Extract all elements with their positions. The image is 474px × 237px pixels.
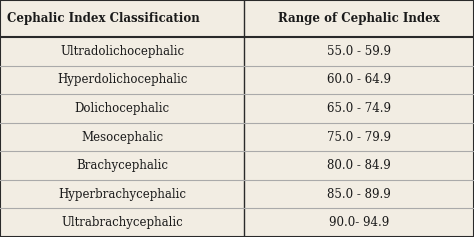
Text: Ultradolichocephalic: Ultradolichocephalic (60, 45, 184, 58)
Text: 80.0 - 84.9: 80.0 - 84.9 (327, 159, 391, 172)
Text: Dolichocephalic: Dolichocephalic (74, 102, 170, 115)
Text: Brachycephalic: Brachycephalic (76, 159, 168, 172)
Text: 65.0 - 74.9: 65.0 - 74.9 (327, 102, 391, 115)
Text: 85.0 - 89.9: 85.0 - 89.9 (327, 188, 391, 201)
Text: 75.0 - 79.9: 75.0 - 79.9 (327, 131, 391, 144)
Text: 60.0 - 64.9: 60.0 - 64.9 (327, 73, 391, 87)
Text: Cephalic Index Classification: Cephalic Index Classification (7, 12, 200, 25)
Text: Mesocephalic: Mesocephalic (81, 131, 163, 144)
Text: Hyperbrachycephalic: Hyperbrachycephalic (58, 188, 186, 201)
Text: 90.0- 94.9: 90.0- 94.9 (329, 216, 389, 229)
Text: Range of Cephalic Index: Range of Cephalic Index (278, 12, 440, 25)
Text: 55.0 - 59.9: 55.0 - 59.9 (327, 45, 391, 58)
Text: Ultrabrachycephalic: Ultrabrachycephalic (61, 216, 183, 229)
Text: Hyperdolichocephalic: Hyperdolichocephalic (57, 73, 187, 87)
